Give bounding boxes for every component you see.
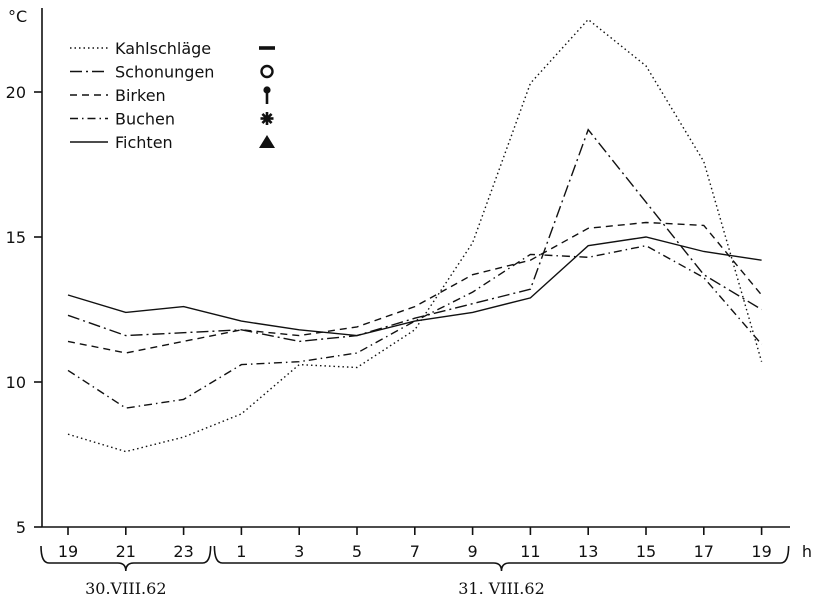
- legend-symbol-pin-head: [263, 86, 271, 94]
- series-line-kahlschläge: [67, 18, 763, 453]
- x-tick-label: 21: [116, 542, 136, 561]
- legend-label: Birken: [115, 86, 166, 105]
- x-tick-label: 5: [352, 542, 362, 561]
- legend-symbol-triangle: [259, 135, 275, 148]
- series-line-buchen: [67, 244, 763, 409]
- series-lines: [67, 18, 763, 453]
- legend-symbol-star-center: [264, 115, 270, 122]
- x-tick-label: 23: [173, 542, 193, 561]
- x-tick-label: 19: [751, 542, 771, 561]
- x-tick-label: 19: [58, 542, 78, 561]
- x-tick-label: 15: [636, 542, 656, 561]
- date-brace: [40, 545, 212, 572]
- series-line-fichten: [67, 236, 762, 337]
- y-tick-label: 15: [6, 228, 26, 247]
- y-axis-unit-label: °C: [8, 7, 27, 26]
- date-group-label: 31. VIII.62: [458, 579, 545, 598]
- x-tick-label: 11: [520, 542, 540, 561]
- legend-symbol-bar: [259, 46, 275, 50]
- x-tick-label: 7: [410, 542, 420, 561]
- series-line-birken: [67, 221, 763, 354]
- legend-label: Kahlschläge: [115, 39, 211, 58]
- legend-symbol-star: [260, 112, 274, 125]
- x-tick-label: 17: [694, 542, 714, 561]
- y-tick-label: 10: [6, 373, 26, 392]
- date-group-label: 30.VIII.62: [85, 579, 166, 598]
- x-tick-label: 9: [468, 542, 478, 561]
- legend: Kahlschläge Schonungen Birken Buchen Fichten: [70, 39, 275, 152]
- x-tick-label: 3: [294, 542, 304, 561]
- y-tick-label: 5: [16, 518, 26, 537]
- legend-label: Buchen: [115, 110, 175, 129]
- y-tick-label: 20: [6, 83, 26, 102]
- x-tick-label: 1: [236, 542, 246, 561]
- legend-label: Schonungen: [115, 63, 214, 82]
- legend-label: Fichten: [115, 133, 173, 152]
- legend-symbol-circle: [260, 64, 274, 79]
- series-line-schonungen: [67, 128, 762, 343]
- x-tick-label: 13: [578, 542, 598, 561]
- date-brace: [213, 545, 790, 572]
- x-axis-unit-label: h: [802, 542, 812, 561]
